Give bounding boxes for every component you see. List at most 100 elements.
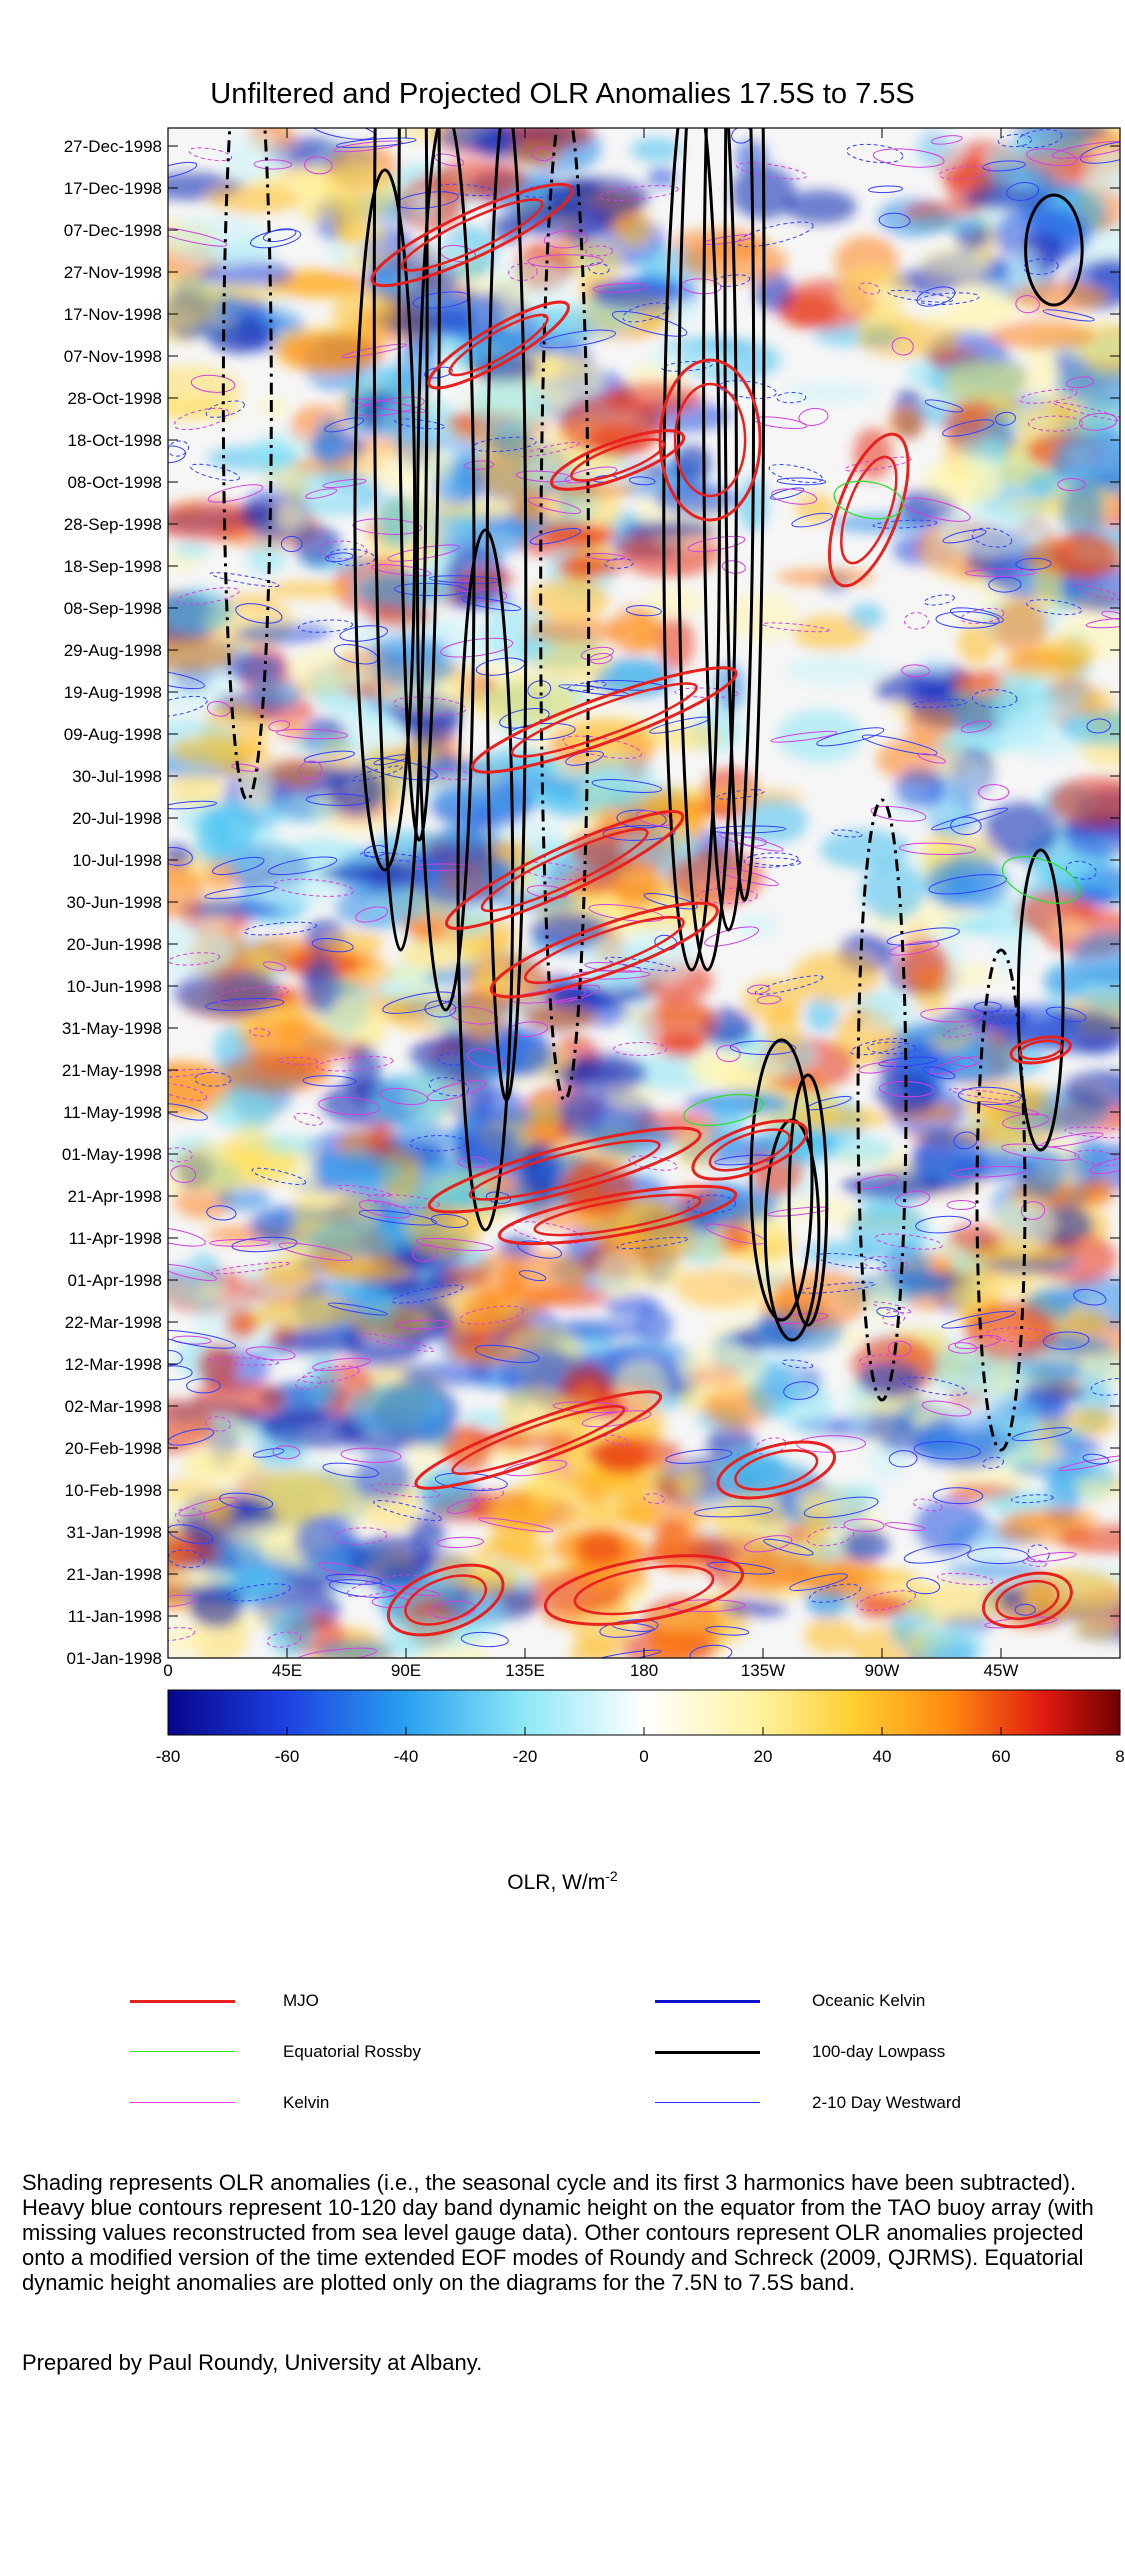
thin-contour: [729, 1040, 797, 1056]
mjo-contour: [1009, 1035, 1072, 1065]
thin-contour: [861, 734, 938, 756]
shading-cell: [407, 189, 437, 220]
mjo-contour: [827, 432, 910, 588]
thin-contour: [737, 221, 814, 248]
shading-cell: [525, 618, 628, 643]
shading-cell: [246, 541, 287, 575]
shading-cell: [556, 480, 637, 498]
shading-cell: [328, 766, 386, 816]
thin-contour: [878, 1056, 938, 1067]
thin-contour: [924, 399, 964, 413]
thin-contour: [168, 952, 221, 966]
thin-contour: [358, 1200, 411, 1219]
shading-cell: [463, 1568, 519, 1596]
thin-contour: [545, 984, 601, 1004]
mjo-contour: [716, 1440, 837, 1500]
shading-cell: [855, 1594, 903, 1620]
thin-contour: [539, 329, 616, 349]
shading-cell: [620, 520, 720, 538]
thin-contour: [214, 986, 289, 1004]
legend-swatch: [130, 2102, 235, 2103]
thin-contour: [756, 995, 782, 1005]
thin-contour: [891, 337, 914, 356]
x-tick-label: 45E: [272, 1661, 302, 1680]
mjo-contour: [497, 1184, 738, 1246]
mjo-contour: [448, 313, 549, 377]
shading-cell: [360, 1285, 396, 1323]
thin-contour: [340, 1447, 402, 1463]
shading-cell: [925, 857, 1010, 911]
mjo-contour: [549, 429, 686, 491]
thin-contour: [694, 1505, 774, 1518]
mjo-contour: [673, 382, 747, 498]
lowpass-zero-contour: [221, 128, 273, 802]
y-tick-label: 27-Nov-1998: [64, 263, 162, 282]
colorbar-tick-label: 0: [639, 1747, 648, 1766]
shading-cell: [168, 500, 258, 543]
thin-contour: [1072, 584, 1120, 600]
shading-cell: [804, 1615, 858, 1654]
colorbar-label: OLR, W/m-2: [507, 1868, 618, 1894]
thin-contour: [783, 1381, 819, 1400]
colorbar-tick-label: 8: [1115, 1747, 1124, 1766]
thin-contour: [876, 1307, 900, 1318]
thin-contour: [754, 975, 824, 995]
thin-contour: [932, 1487, 984, 1505]
thin-contour: [713, 274, 751, 287]
thin-contour: [332, 140, 403, 153]
shading-cell: [952, 1150, 1036, 1180]
shading-cell: [957, 622, 996, 665]
thin-contour: [245, 1346, 296, 1361]
y-tick-label: 07-Nov-1998: [64, 347, 162, 366]
thin-contour: [521, 441, 580, 458]
shading-cell: [920, 244, 990, 282]
thin-contour: [278, 1242, 353, 1261]
thin-contour: [168, 1329, 237, 1349]
thin-contour: [168, 670, 205, 690]
thin-contour: [1001, 1143, 1080, 1161]
thin-contour: [918, 292, 980, 306]
thin-contour: [971, 527, 1013, 548]
x-tick-label: 90E: [391, 1661, 421, 1680]
thin-contour: [565, 750, 604, 766]
shading-cell: [864, 1001, 924, 1033]
legend-label: MJO: [283, 1991, 319, 2010]
shading-cell: [792, 614, 869, 652]
thin-contour: [235, 603, 283, 624]
thin-contour: [296, 1647, 377, 1658]
shading-cell: [1062, 1070, 1120, 1109]
mjo-contour: [573, 1564, 715, 1616]
thin-contour: [887, 289, 954, 303]
thin-contour: [1021, 1558, 1047, 1567]
shading-cell: [307, 1356, 339, 1404]
shading-cell: [264, 580, 352, 599]
thin-contour: [831, 829, 863, 838]
thin-contour: [190, 374, 236, 393]
thin-contour: [592, 282, 649, 293]
shading-cell: [168, 864, 206, 920]
shading-cell: [294, 1514, 359, 1565]
shading-cell: [169, 734, 253, 767]
shading-cell: [377, 494, 414, 549]
thin-contour: [967, 1547, 1029, 1565]
shading-cell: [293, 524, 341, 565]
thin-contour: [960, 720, 992, 733]
thin-contour: [1079, 141, 1120, 164]
thin-contour: [687, 535, 746, 553]
mjo-contour: [691, 1119, 809, 1181]
thin-contour: [954, 1334, 1002, 1350]
thin-contour: [316, 1056, 394, 1072]
shading-cell: [653, 723, 722, 751]
shading-cell: [204, 859, 236, 892]
shading-cell: [348, 1534, 433, 1589]
thin-contour: [628, 1155, 678, 1171]
shading-cell: [321, 1258, 411, 1283]
thin-contour: [1028, 415, 1084, 432]
thin-contour: [168, 1350, 183, 1366]
y-tick-label: 01-May-1998: [62, 1145, 162, 1164]
y-tick-label: 20-Jul-1998: [72, 809, 162, 828]
y-tick-label: 20-Feb-1998: [65, 1439, 162, 1458]
thin-contour: [325, 1573, 383, 1585]
shading-cell: [615, 1359, 669, 1409]
shading-cell: [399, 937, 482, 969]
